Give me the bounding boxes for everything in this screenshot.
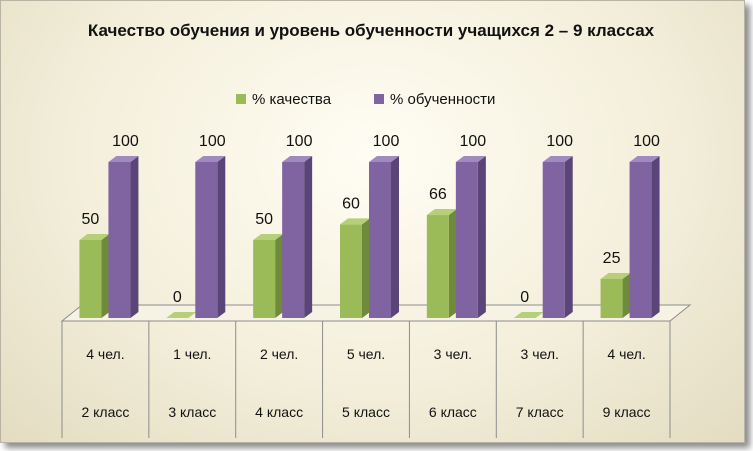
legend-label-2: % обученности xyxy=(390,91,495,108)
table-class-6: 7 класс xyxy=(516,404,564,420)
bar-top-2-7 xyxy=(629,156,660,162)
bar-top-1-1 xyxy=(79,234,110,240)
bar-top-1-7 xyxy=(600,273,631,279)
bar-side-1-7 xyxy=(622,273,631,318)
table-class-3: 4 класс xyxy=(255,404,303,420)
bar-2-1 xyxy=(108,162,131,318)
bar-2-7 xyxy=(629,162,652,318)
bar-2-5 xyxy=(455,162,478,318)
bar-side-2-6 xyxy=(564,156,573,318)
table-class-7: 9 класс xyxy=(603,404,651,420)
bar-1-7 xyxy=(600,279,623,318)
data-label-2-5: 100 xyxy=(460,133,487,150)
table-class-1: 2 класс xyxy=(81,404,129,420)
table-students-3: 2 чел. xyxy=(260,346,298,362)
bar-top-2-2 xyxy=(195,156,226,162)
table-students-4: 5 чел. xyxy=(347,346,385,362)
bar-side-1-1 xyxy=(101,234,110,318)
table-students-5: 3 чел. xyxy=(434,346,472,362)
bar-top-2-1 xyxy=(108,156,139,162)
data-label-2-7: 100 xyxy=(633,133,660,150)
bar-1-4 xyxy=(340,224,362,318)
data-label-1-7: 25 xyxy=(603,250,621,267)
bar-1-5 xyxy=(426,215,449,318)
data-label-2-2: 100 xyxy=(199,133,226,150)
legend-swatch-2 xyxy=(374,94,384,104)
data-label-2-4: 100 xyxy=(373,133,400,150)
bar-side-2-7 xyxy=(651,156,660,318)
data-label-2-1: 100 xyxy=(112,133,139,150)
table-students-2: 1 чел. xyxy=(173,346,211,362)
data-label-1-3: 50 xyxy=(255,211,273,228)
table-students-7: 4 чел. xyxy=(607,346,645,362)
bar-top-2-4 xyxy=(369,156,399,162)
legend-label-1: % качества xyxy=(252,91,332,108)
bar-side-1-4 xyxy=(362,218,370,318)
bar-top-2-5 xyxy=(455,156,486,162)
table-class-5: 6 класс xyxy=(429,404,477,420)
bar-top-2-6 xyxy=(542,156,573,162)
bar-top-1-6 xyxy=(513,312,544,318)
bar-side-2-4 xyxy=(391,156,399,318)
bar-top-1-2 xyxy=(166,312,197,318)
bar-1-1 xyxy=(79,240,102,318)
legend-swatch-1 xyxy=(236,94,246,104)
bar-side-2-2 xyxy=(217,156,226,318)
bar-side-2-5 xyxy=(477,156,486,318)
data-label-1-6: 0 xyxy=(520,289,529,306)
data-label-2-6: 100 xyxy=(546,133,573,150)
bar-top-1-3 xyxy=(253,234,284,240)
bar-2-4 xyxy=(369,162,391,318)
chart-title: Качество обучения и уровень обученности … xyxy=(87,21,655,40)
bar-2-6 xyxy=(542,162,565,318)
bar-1-3 xyxy=(253,240,276,318)
data-label-1-2: 0 xyxy=(173,289,182,306)
table-students-1: 4 чел. xyxy=(86,346,124,362)
bar-2-3 xyxy=(282,162,305,318)
bar-side-1-3 xyxy=(275,234,284,318)
data-label-1-5: 66 xyxy=(429,186,447,203)
data-label-2-3: 100 xyxy=(286,133,313,150)
bar-side-2-1 xyxy=(130,156,139,318)
data-label-1-4: 60 xyxy=(342,195,360,212)
table-students-6: 3 чел. xyxy=(521,346,559,362)
table-class-2: 3 класс xyxy=(168,404,216,420)
bar-top-2-3 xyxy=(282,156,313,162)
data-label-1-1: 50 xyxy=(82,211,100,228)
bar-side-1-5 xyxy=(448,209,457,318)
bar-top-1-5 xyxy=(426,209,457,216)
bar-side-2-3 xyxy=(304,156,313,318)
bar-2-2 xyxy=(195,162,218,318)
table-class-4: 5 класс xyxy=(342,404,390,420)
bar-top-1-4 xyxy=(340,218,370,225)
